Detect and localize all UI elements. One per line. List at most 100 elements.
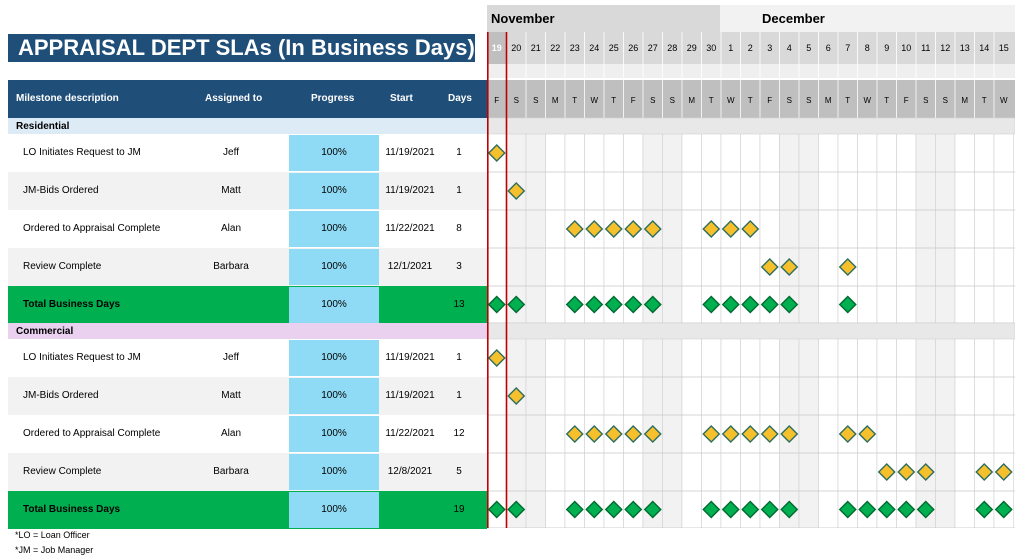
- milestone-desc: Ordered to Appraisal Complete: [23, 223, 161, 234]
- milestone-diamond: [487, 500, 506, 519]
- milestone-diamond: [741, 295, 760, 314]
- footnote-lo: *LO = Loan Officer: [15, 530, 90, 540]
- header-milestone: Milestone description: [16, 93, 119, 104]
- milestone-diamond: [858, 425, 877, 443]
- table-row[interactable]: Review Complete Barbara 100% 12/1/2021 3: [8, 248, 487, 286]
- progress-cell: 100%: [289, 416, 379, 452]
- milestone-diamond: [877, 500, 896, 519]
- assignee: Jeff: [223, 352, 239, 363]
- milestone-diamond: [487, 144, 506, 162]
- progress-cell: 100%: [289, 454, 379, 490]
- weekday-label: S: [943, 96, 948, 105]
- milestone-diamond: [624, 295, 643, 314]
- date-label: 7: [845, 43, 850, 53]
- milestone-diamond: [565, 425, 584, 443]
- table-row[interactable]: LO Initiates Request to JM Jeff 100% 11/…: [8, 134, 487, 172]
- header-assigned: Assigned to: [205, 93, 263, 104]
- milestone-diamond: [643, 220, 662, 238]
- milestone-diamond: [760, 500, 779, 519]
- milestone-diamond: [585, 500, 604, 519]
- milestone-diamond: [565, 500, 584, 519]
- weekday-label: F: [631, 96, 636, 105]
- total-row[interactable]: Total Business Days 100% 19: [8, 491, 487, 529]
- header-days: Days: [448, 93, 472, 104]
- progress-cell: 100%: [289, 340, 379, 376]
- header-progress: Progress: [311, 93, 355, 104]
- milestone-diamond: [780, 258, 799, 276]
- start-date: 11/19/2021: [385, 185, 435, 196]
- milestone-diamond: [975, 500, 994, 519]
- date-label: 8: [865, 43, 870, 53]
- milestone-desc: Ordered to Appraisal Complete: [23, 428, 161, 439]
- milestone-diamond: [780, 425, 799, 443]
- date-label: 3: [767, 43, 772, 53]
- progress-cell: 100%: [289, 492, 379, 528]
- total-label: Total Business Days: [23, 504, 121, 515]
- milestone-diamond: [624, 220, 643, 238]
- date-label: 23: [570, 43, 580, 53]
- table-row[interactable]: LO Initiates Request to JM Jeff 100% 11/…: [8, 339, 487, 377]
- weekday-label: S: [923, 96, 928, 105]
- today-date-cell: [487, 32, 507, 64]
- milestone-desc: LO Initiates Request to JM: [23, 147, 141, 158]
- days-count: 19: [453, 504, 465, 515]
- weekday-label: W: [863, 96, 871, 105]
- milestone-diamond: [507, 295, 526, 314]
- milestone-diamond: [721, 220, 740, 238]
- date-label: 28: [667, 43, 677, 53]
- milestone-diamond: [858, 500, 877, 519]
- date-label: 6: [826, 43, 831, 53]
- milestone-diamond: [702, 500, 721, 519]
- days-count: 5: [456, 466, 462, 477]
- weekday-label: M: [825, 96, 832, 105]
- milestone-diamond: [916, 463, 935, 481]
- table-row[interactable]: Ordered to Appraisal Complete Alan 100% …: [8, 415, 487, 453]
- milestone-diamond: [507, 182, 526, 200]
- milestone-diamond: [721, 425, 740, 443]
- milestone-diamond: [780, 295, 799, 314]
- milestone-diamond: [838, 258, 857, 276]
- assignee: Jeff: [223, 147, 239, 158]
- progress-cell: 100%: [289, 249, 379, 285]
- milestone-diamond: [994, 463, 1013, 481]
- milestone-diamond: [702, 295, 721, 314]
- assignee: Alan: [220, 223, 242, 234]
- total-row[interactable]: Total Business Days 100% 13: [8, 286, 487, 324]
- progress-cell: 100%: [289, 173, 379, 209]
- milestone-diamond: [585, 220, 604, 238]
- milestone-desc: JM-Bids Ordered: [23, 390, 99, 401]
- milestone-diamond: [780, 500, 799, 519]
- table-header: Milestone description Assigned to Progre…: [8, 80, 487, 118]
- start-date: 12/1/2021: [387, 261, 433, 272]
- weekday-label: T: [845, 96, 850, 105]
- month-label-december: December: [720, 5, 1015, 32]
- spacer-row: [487, 64, 1015, 78]
- weekday-label: T: [748, 96, 753, 105]
- milestone-diamond: [487, 295, 506, 314]
- milestone-diamond: [702, 425, 721, 443]
- milestone-diamond: [585, 425, 604, 443]
- weekday-label: S: [514, 96, 519, 105]
- milestone-diamond: [702, 220, 721, 238]
- milestone-desc: JM-Bids Ordered: [23, 185, 99, 196]
- date-label: 11: [921, 43, 930, 53]
- section-residential: Residential: [8, 118, 487, 135]
- table-row[interactable]: Ordered to Appraisal Complete Alan 100% …: [8, 210, 487, 248]
- date-header-bg: [487, 32, 1015, 64]
- footnote-jm: *JM = Job Manager: [15, 545, 94, 555]
- weekday-label: W: [590, 96, 598, 105]
- weekday-label: M: [552, 96, 559, 105]
- table-row[interactable]: JM-Bids Ordered Matt 100% 11/19/2021 1: [8, 172, 487, 210]
- weekday-label: S: [533, 96, 538, 105]
- milestone-diamond: [604, 295, 623, 314]
- start-date: 11/22/2021: [385, 428, 435, 439]
- date-label: 22: [550, 43, 560, 53]
- weekday-label: S: [806, 96, 811, 105]
- days-count: 8: [456, 223, 462, 234]
- progress-cell: 100%: [289, 211, 379, 247]
- table-row[interactable]: Review Complete Barbara 100% 12/8/2021 5: [8, 453, 487, 491]
- progress-cell: 100%: [289, 378, 379, 414]
- table-row[interactable]: JM-Bids Ordered Matt 100% 11/19/2021 1: [8, 377, 487, 415]
- weekday-label: F: [767, 96, 772, 105]
- start-date: 11/19/2021: [385, 147, 435, 158]
